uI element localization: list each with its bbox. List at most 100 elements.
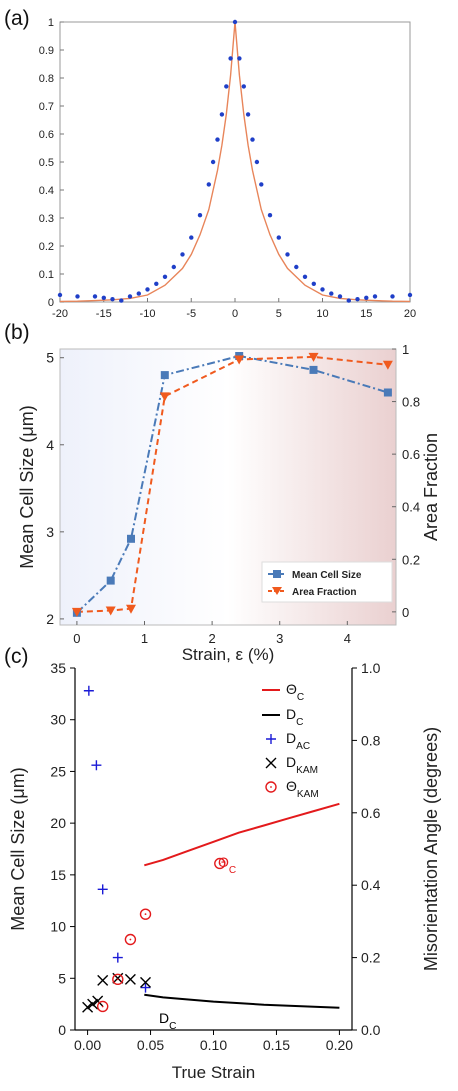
theta-kam-point-center	[116, 978, 119, 981]
profile-point	[267, 213, 273, 218]
x-tick-label: 20	[404, 308, 416, 320]
theta-kam-point	[96, 1000, 109, 1013]
d-kam-point	[97, 974, 109, 986]
legend-theta-kam-marker	[265, 781, 277, 793]
y-right-tick-label: 0.2	[361, 950, 381, 966]
profile-point	[232, 19, 238, 25]
x-tick-label: 0.00	[74, 1037, 101, 1053]
panel-c-label: (c)	[4, 645, 29, 668]
profile-point	[75, 294, 80, 299]
profile-point	[210, 159, 216, 165]
x-axis-title: True Strain	[172, 1063, 255, 1082]
area-fraction-point	[308, 352, 319, 362]
profile-point	[245, 112, 251, 117]
y-left-axis-title: Mean Cell Size (μm)	[8, 767, 28, 930]
profile-point	[285, 252, 290, 257]
area-fraction-point	[382, 360, 393, 370]
y-right-tick-label: 0.4	[402, 500, 420, 515]
x-tick-label: 0.05	[137, 1037, 164, 1053]
profile-point	[197, 213, 203, 218]
area-fraction-point	[71, 607, 82, 617]
y-left-tick-label: 5	[46, 350, 54, 366]
profile-point	[57, 292, 63, 298]
profile-point	[219, 112, 225, 117]
profile-point	[136, 291, 141, 296]
d-kam-point	[87, 998, 99, 1010]
y-tick-label: 0.8	[39, 73, 54, 85]
y-right-tick-label: 0.2	[402, 552, 420, 567]
profile-point	[119, 298, 124, 303]
x-tick-label: 0.20	[326, 1037, 353, 1053]
y-left-tick-label: 35	[50, 660, 66, 676]
mean-cell-size-point	[383, 388, 392, 397]
profile-point	[241, 84, 246, 89]
profile-point	[346, 298, 351, 303]
x-axis-title: Strain, ε (%)	[182, 645, 275, 664]
profile-point	[215, 137, 220, 142]
profile-point	[355, 297, 360, 302]
profile-point	[154, 281, 159, 286]
y-left-tick-label: 0	[58, 1022, 66, 1038]
y-left-tick-label: 2	[46, 611, 54, 627]
d-ac-point	[83, 685, 94, 696]
profile-point	[101, 295, 107, 300]
theta-kam-point-center	[144, 913, 147, 916]
y-left-tick-label: 25	[50, 763, 66, 779]
x-tick-label: 0	[73, 631, 80, 646]
panel-a-chart: -20 -15 -10 -5 0 5 10 15 20 0 0.1 0.2 0.3 0.4 0.5 0.6 0.…	[39, 17, 416, 320]
y-tick-label: 1	[48, 17, 54, 29]
x-tick-label: -15	[96, 308, 112, 320]
mean-cell-size-point	[106, 576, 115, 585]
y-left-axis-title: Mean Cell Size (μm)	[17, 405, 37, 568]
profile-point	[390, 294, 395, 299]
profile-point	[162, 274, 168, 279]
d-kam-point	[124, 973, 136, 985]
legend-theta-kam-marker-center	[270, 786, 272, 788]
legend-box	[261, 561, 393, 603]
profile-point	[407, 292, 413, 298]
profile-point	[180, 252, 185, 257]
d-kam-point	[82, 1001, 94, 1013]
y-left-tick-label: 5	[58, 970, 66, 986]
mean-cell-size-point	[309, 365, 318, 374]
y-right-axis-title: Area Fraction	[421, 433, 441, 541]
profile-point	[364, 295, 369, 300]
profile-point	[206, 182, 211, 187]
profile-point	[302, 274, 308, 279]
legend-d-ac-marker	[266, 734, 276, 744]
legend-d-kam-marker	[265, 757, 277, 769]
y-left-tick-label: 15	[50, 867, 66, 883]
profile-point	[250, 137, 255, 142]
x-tick-label: -10	[140, 308, 156, 320]
y-right-tick-label: 0.4	[361, 877, 381, 893]
theta-kam-point	[124, 933, 137, 946]
y-right-tick-label: 1	[402, 342, 409, 357]
y-left-tick-label: 10	[50, 919, 66, 935]
profile-point	[254, 159, 260, 165]
legend-marker-mean-cell-size	[273, 570, 281, 578]
y-right-axis-title: Misorientation Angle (degrees)	[421, 727, 441, 971]
mean-cell-size-point	[127, 534, 135, 543]
legend-theta-c-label: ΘC	[286, 681, 304, 703]
y-tick-label: 0.9	[39, 45, 54, 57]
mean-cell-size-point	[160, 371, 169, 380]
x-tick-label: 0	[232, 308, 238, 320]
panel-b-chart: 0 1 2 3 4 2 3 4 5 0 0.2 0.4 0.6 0.8 1 Strain, ε (%) Mean…	[17, 342, 441, 664]
area-fraction-point	[159, 392, 170, 402]
profile-point	[145, 287, 150, 292]
area-fraction-point	[125, 604, 136, 614]
theta-kam-point-center	[218, 862, 221, 865]
fit-curve-line	[59, 21, 411, 303]
theta-c-line	[144, 802, 340, 867]
y-right-tick-label: 0.8	[402, 395, 420, 410]
annotation-theta-c: ΘC	[218, 854, 236, 876]
annotation-d-c: DC	[159, 1010, 176, 1032]
legend-d-c-label: DC	[286, 706, 303, 728]
profile-point	[127, 294, 133, 299]
theta-kam-point-center	[101, 1005, 104, 1008]
x-tick-label: 2	[208, 631, 215, 646]
d-kam-point	[140, 976, 152, 988]
y-tick-label: 0	[48, 297, 54, 309]
y-tick-label: 0.1	[39, 269, 54, 281]
profile-point	[294, 264, 299, 270]
